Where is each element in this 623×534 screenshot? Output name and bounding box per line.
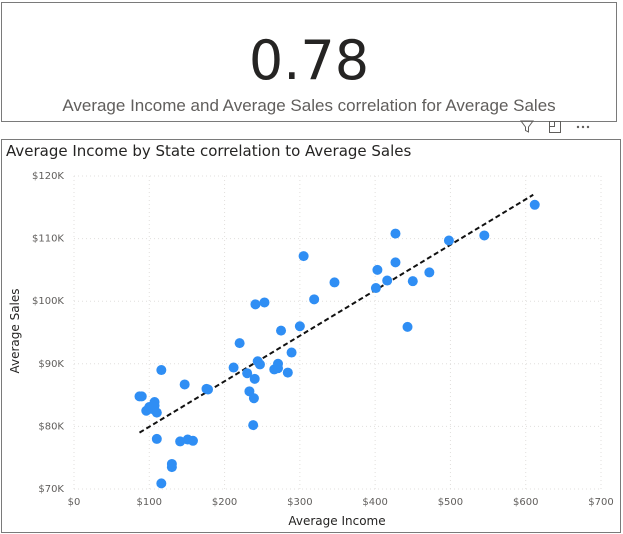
grid-lines xyxy=(73,175,602,490)
data-point[interactable] xyxy=(529,199,540,210)
data-point[interactable] xyxy=(390,228,401,239)
data-point[interactable] xyxy=(273,358,284,369)
x-tick-label: $100 xyxy=(137,497,162,508)
more-options-icon[interactable] xyxy=(576,120,590,134)
chart-title: Average Income by State correlation to A… xyxy=(6,142,412,160)
y-tick-label: $120K xyxy=(32,171,64,182)
data-point[interactable] xyxy=(390,257,401,268)
data-point[interactable] xyxy=(479,230,490,241)
y-tick-label: $110K xyxy=(32,234,64,245)
kpi-card: 0.78 Average Income and Average Sales co… xyxy=(1,2,617,122)
y-tick-label: $70K xyxy=(38,484,64,495)
y-tick-label: $80K xyxy=(38,421,64,432)
data-point[interactable] xyxy=(259,297,270,308)
data-point[interactable] xyxy=(424,267,435,278)
y-tick-label: $100K xyxy=(32,296,64,307)
y-tick-label: $90K xyxy=(38,359,64,370)
trendline-layer xyxy=(138,193,534,434)
trendline xyxy=(138,193,534,434)
data-point[interactable] xyxy=(282,367,293,378)
x-tick-label: $0 xyxy=(68,497,81,508)
data-point[interactable] xyxy=(156,478,167,489)
x-tick-label: $600 xyxy=(513,497,538,508)
x-axis-title: Average Income xyxy=(288,514,385,528)
data-point[interactable] xyxy=(179,379,190,390)
tick-labels: $70K $80K $90K $100K $110K $120K $0 $100 $200 $30… xyxy=(32,171,614,508)
data-point[interactable] xyxy=(151,433,162,444)
data-point[interactable] xyxy=(372,264,383,275)
x-tick-label: $500 xyxy=(438,497,463,508)
data-point[interactable] xyxy=(370,283,381,294)
kpi-value: 0.78 xyxy=(248,29,370,92)
data-point[interactable] xyxy=(234,338,245,349)
x-tick-label: $700 xyxy=(588,497,613,508)
x-tick-label: $200 xyxy=(212,497,237,508)
data-point[interactable] xyxy=(151,407,162,418)
data-point[interactable] xyxy=(187,435,198,446)
data-point[interactable] xyxy=(407,276,418,287)
data-point[interactable] xyxy=(249,373,260,384)
data-point[interactable] xyxy=(248,420,259,431)
data-point[interactable] xyxy=(329,277,340,288)
data-point[interactable] xyxy=(298,251,309,262)
data-point[interactable] xyxy=(286,347,297,358)
data-points xyxy=(134,199,540,489)
data-point[interactable] xyxy=(402,321,413,332)
x-tick-label: $400 xyxy=(362,497,387,508)
data-point[interactable] xyxy=(276,325,287,336)
data-point[interactable] xyxy=(248,393,259,404)
data-point[interactable] xyxy=(309,294,320,305)
data-point[interactable] xyxy=(443,235,454,246)
focus-mode-icon[interactable] xyxy=(548,120,562,134)
data-point[interactable] xyxy=(203,384,214,395)
kpi-label: Average Income and Average Sales correla… xyxy=(62,96,556,115)
data-point[interactable] xyxy=(250,299,261,310)
data-point[interactable] xyxy=(382,275,393,286)
x-tick-label: $300 xyxy=(287,497,312,508)
filter-icon[interactable] xyxy=(520,120,534,134)
data-point[interactable] xyxy=(242,368,253,379)
data-point[interactable] xyxy=(156,365,167,376)
data-point[interactable] xyxy=(175,436,186,447)
y-axis-title: Average Sales xyxy=(8,288,22,373)
data-point[interactable] xyxy=(254,359,265,370)
data-point[interactable] xyxy=(294,321,305,332)
data-point[interactable] xyxy=(136,391,147,402)
data-point[interactable] xyxy=(228,362,239,373)
visual-header xyxy=(520,118,590,136)
data-point[interactable] xyxy=(166,458,177,469)
